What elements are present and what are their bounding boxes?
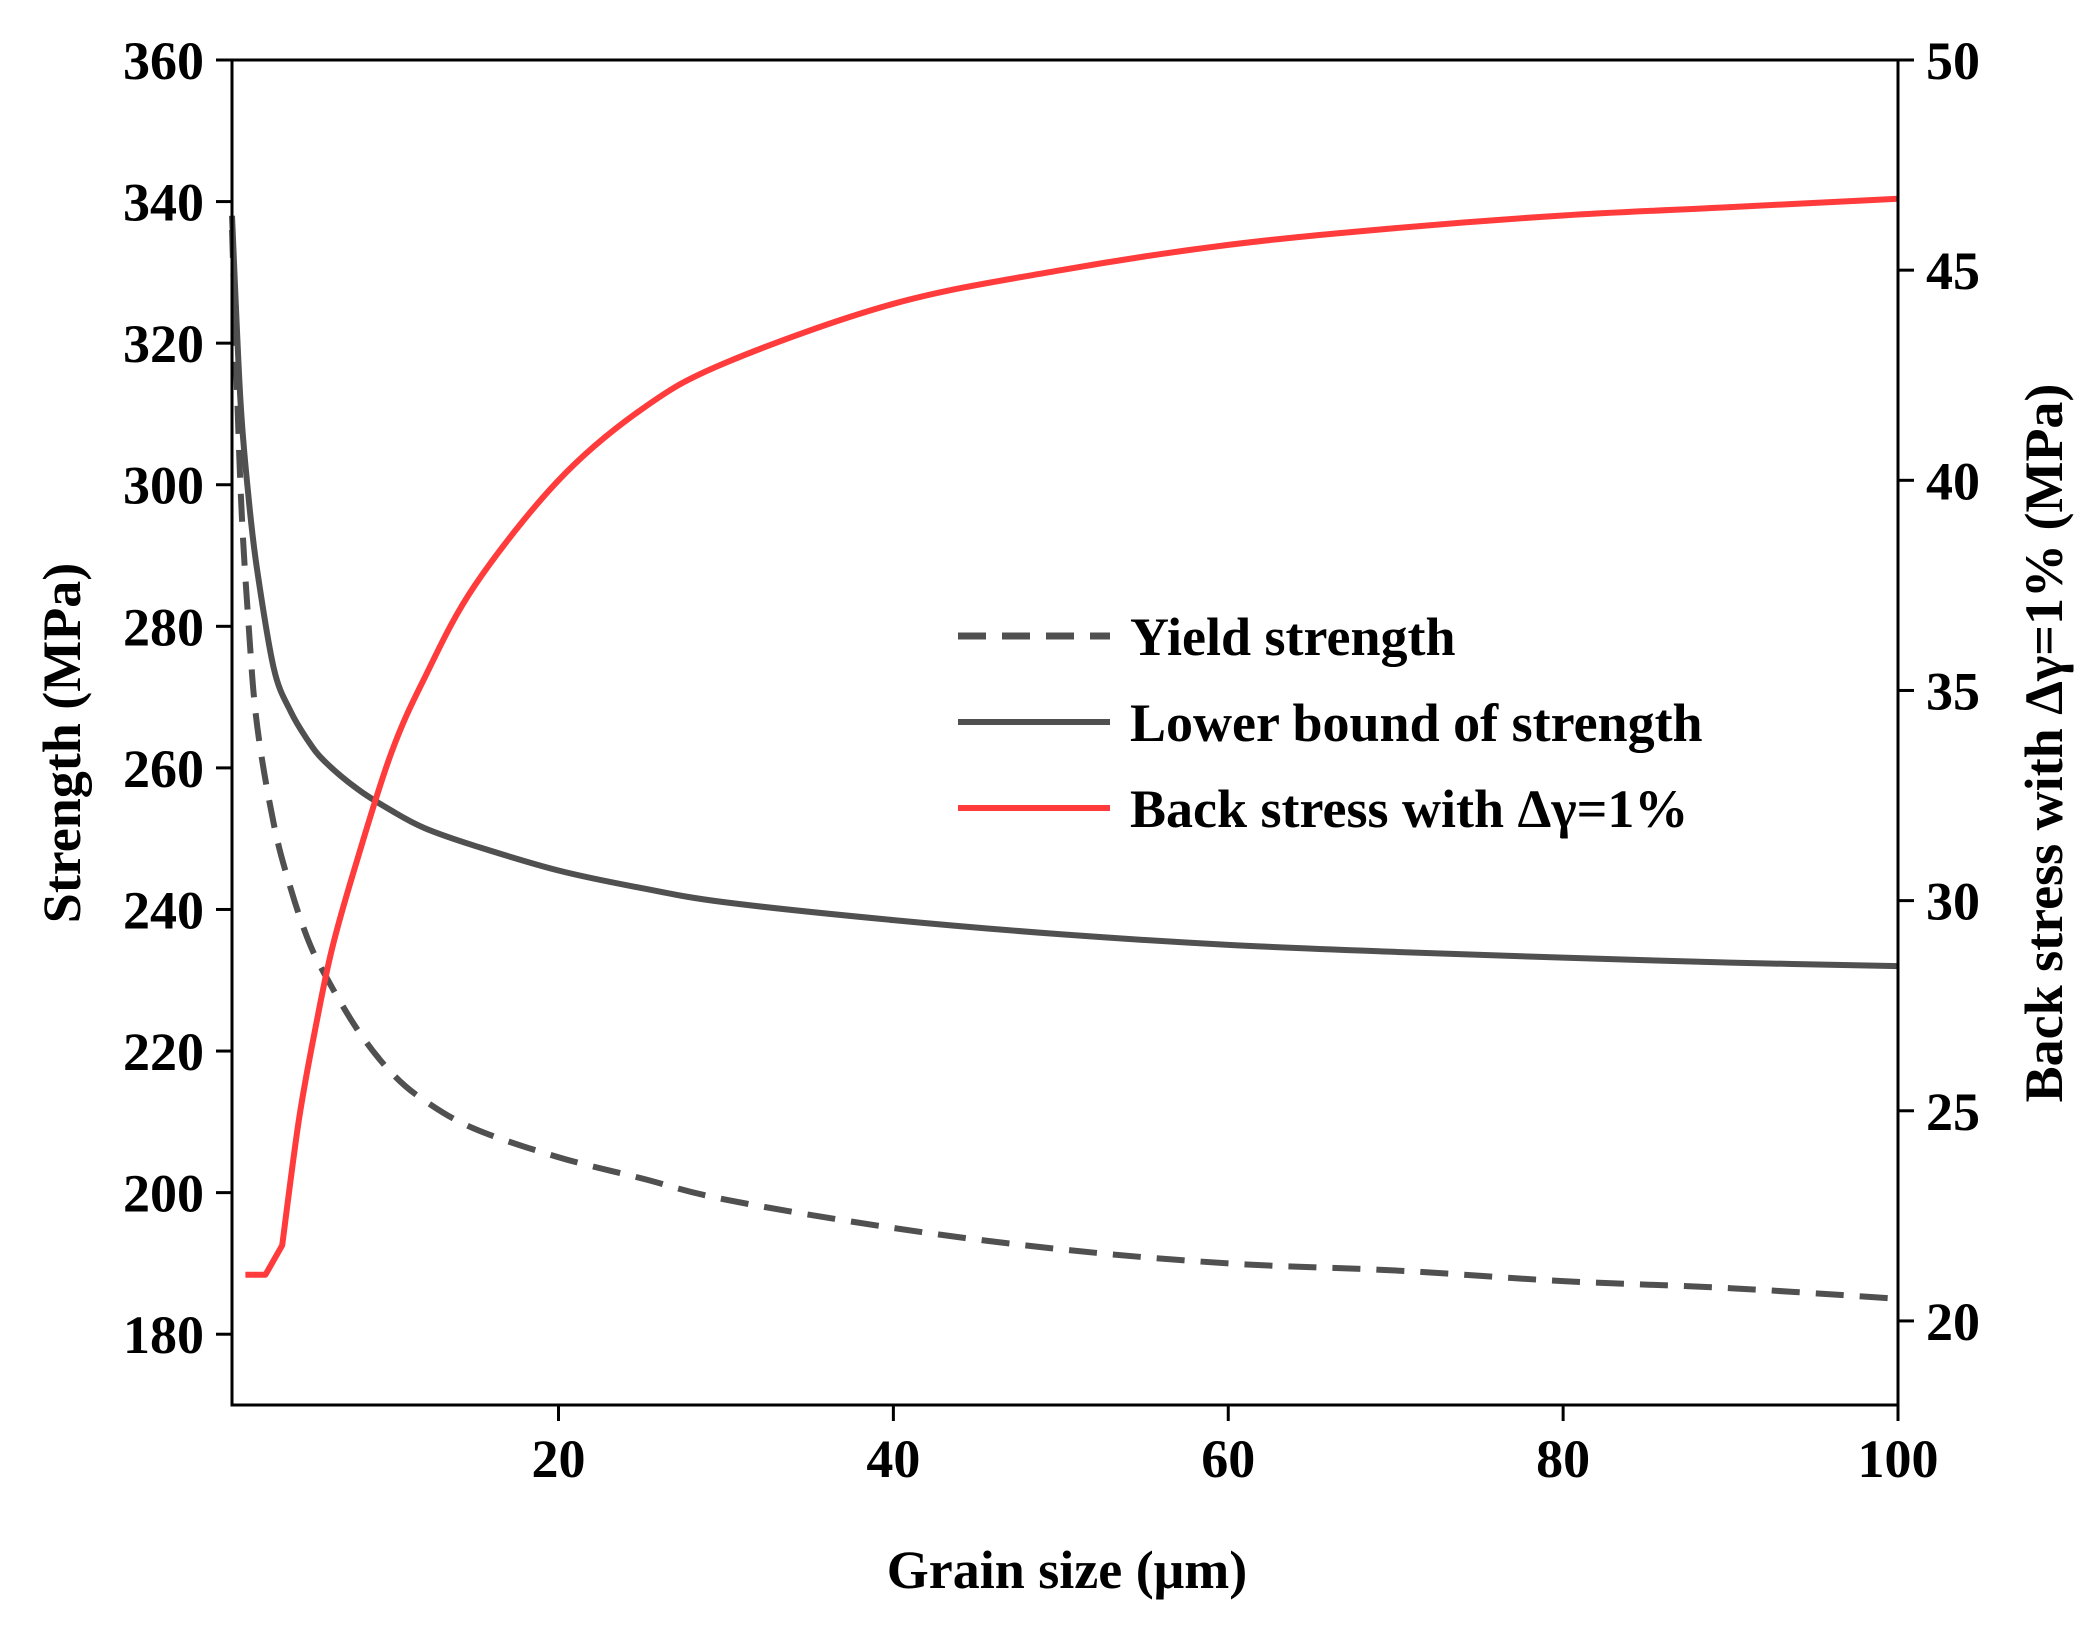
x-tick-label: 100 xyxy=(1858,1429,1939,1489)
y-axis-left: 180 200 220 240 260 280 300 320 340 360 xyxy=(123,31,232,1365)
x-tick-label: 40 xyxy=(866,1429,920,1489)
y-axis-left-title: Strength (MPa) xyxy=(32,563,92,923)
x-axis: 20 40 60 80 100 xyxy=(532,1405,1939,1489)
series-lower-bound-strength xyxy=(229,215,1899,970)
y-left-tick-label: 280 xyxy=(123,597,204,657)
y-right-tick-label: 50 xyxy=(1926,31,1980,91)
y-axis-right-title: Back stress with Δγ=1% (MPa) xyxy=(2014,384,2074,1103)
legend-label-back-stress: Back stress with Δγ=1% xyxy=(1130,779,1688,839)
y-left-tick-label: 200 xyxy=(123,1164,204,1224)
series-yield-strength xyxy=(229,229,1899,1302)
y-left-tick-label: 260 xyxy=(123,739,204,799)
y-left-tick-label: 360 xyxy=(123,31,204,91)
y-left-tick-label: 340 xyxy=(123,173,204,233)
x-tick-label: 80 xyxy=(1536,1429,1590,1489)
series-layer xyxy=(229,195,1899,1302)
plot-area xyxy=(229,58,1900,1407)
y-left-tick-label: 180 xyxy=(123,1305,204,1365)
legend: Yield strength Lower bound of strength B… xyxy=(958,607,1703,839)
x-tick-label: 60 xyxy=(1201,1429,1255,1489)
y-right-tick-label: 40 xyxy=(1926,451,1980,511)
y-left-tick-label: 220 xyxy=(123,1022,204,1082)
y-left-tick-label: 300 xyxy=(123,456,204,516)
y-right-tick-label: 45 xyxy=(1926,241,1980,301)
y-right-tick-label: 25 xyxy=(1926,1082,1980,1142)
legend-label-lower-bound: Lower bound of strength xyxy=(1130,693,1703,753)
legend-label-yield-strength: Yield strength xyxy=(1130,607,1456,667)
series-back-stress xyxy=(245,195,1899,1278)
y-left-tick-label: 320 xyxy=(123,314,204,374)
x-tick-label: 20 xyxy=(532,1429,586,1489)
plot-frame xyxy=(230,58,1900,1407)
y-right-tick-label: 30 xyxy=(1926,872,1980,932)
y-right-tick-label: 20 xyxy=(1926,1292,1980,1352)
y-right-tick-label: 35 xyxy=(1926,661,1980,721)
x-axis-title: Grain size (μm) xyxy=(887,1540,1248,1600)
y-left-tick-label: 240 xyxy=(123,880,204,940)
y-axis-right: 20 25 30 35 40 45 50 xyxy=(1898,31,1980,1352)
